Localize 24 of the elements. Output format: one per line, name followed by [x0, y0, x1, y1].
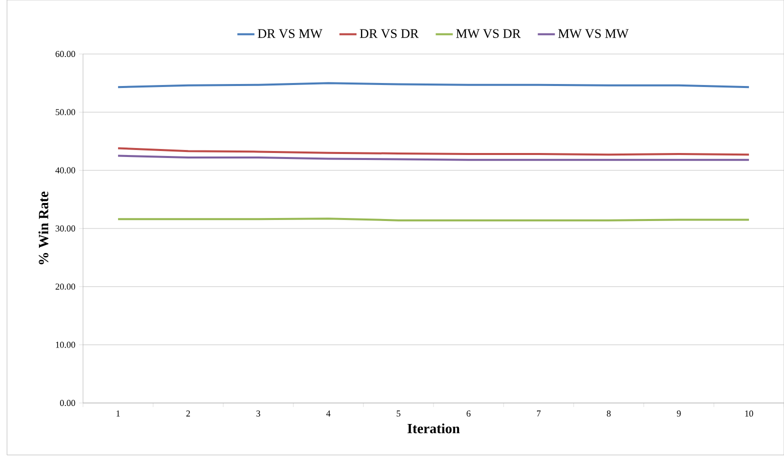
x-tick-label: 6: [466, 410, 471, 417]
x-tick-label: 7: [537, 410, 541, 416]
x-tick-label: 4: [326, 410, 330, 416]
y-tick-label: 0.00: [60, 400, 76, 406]
legend-label: MW VS MW: [558, 29, 629, 38]
x-tick-label: 8: [606, 410, 611, 417]
y-tick-label: 20.00: [56, 284, 76, 290]
x-tick-label: 10: [745, 410, 754, 417]
x-axis-title: Iteration: [408, 423, 460, 434]
x-tick-label: 5: [396, 410, 400, 417]
x-tick-label: 9: [676, 410, 681, 417]
y-tick-label: 40.00: [55, 167, 76, 174]
line-series: [117, 147, 750, 156]
x-tick-label: 2: [186, 410, 190, 416]
x-tick-label: 1: [116, 410, 120, 416]
y-tick-label: 50.00: [56, 109, 76, 116]
y-tick-label: 10.00: [56, 342, 76, 348]
legend-label: MW VS DR: [456, 29, 521, 38]
y-axis-title: % Win Rate: [38, 192, 48, 264]
x-tick-label: 3: [256, 410, 260, 417]
legend-label: DR VS DR: [360, 29, 419, 38]
legend-label: DR VS MW: [258, 29, 322, 38]
y-tick-label: 30.00: [56, 225, 76, 232]
y-tick-label: 60.00: [56, 50, 76, 58]
